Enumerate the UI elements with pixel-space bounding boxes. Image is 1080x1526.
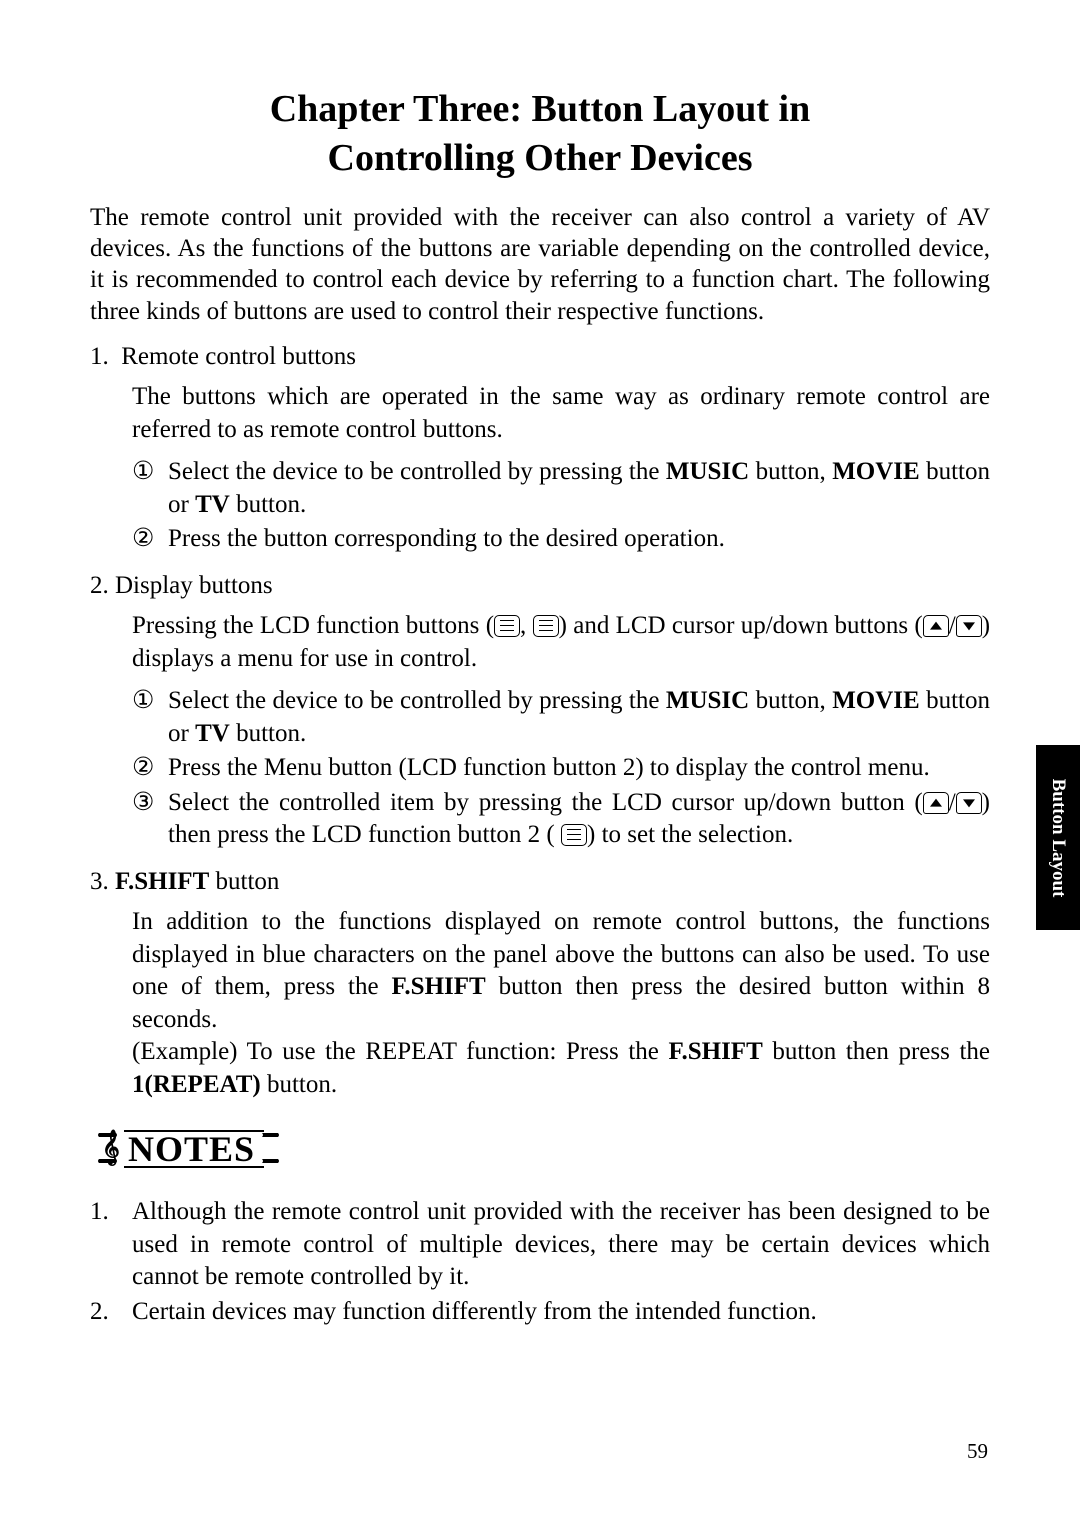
- intro-paragraph: The remote control unit provided with th…: [90, 202, 990, 327]
- t: ,: [520, 612, 533, 639]
- t: button,: [749, 687, 832, 714]
- lcd-function-icon: [533, 615, 559, 637]
- section-1-step-2: ② Press the button corresponding to the …: [132, 523, 990, 556]
- section-3-heading: 3. F.SHIFT button: [90, 866, 990, 899]
- t: ) to set the selection.: [587, 821, 793, 848]
- t: button: [209, 868, 279, 895]
- section-fshift-button: 3. F.SHIFT button In addition to the fun…: [90, 866, 990, 1102]
- music-label: MUSIC: [666, 458, 749, 485]
- t: button.: [230, 720, 306, 747]
- section-3-num: 3.: [90, 868, 109, 895]
- section-2-body: Pressing the LCD function buttons (, ) a…: [90, 610, 990, 675]
- section-1-num: 1.: [90, 343, 109, 370]
- chapter-title: Chapter Three: Button Layout in Controll…: [90, 85, 990, 184]
- section-1-heading: 1. Remote control buttons: [90, 341, 990, 374]
- cursor-down-icon: [956, 615, 982, 637]
- t: ) and LCD cursor up/down buttons (: [559, 612, 923, 639]
- t: Select the device to be controlled by pr…: [168, 687, 666, 714]
- t: /: [949, 789, 956, 816]
- section-2-label: Display buttons: [115, 572, 273, 599]
- circled-1: ①: [132, 456, 168, 521]
- fshift-label: F.SHIFT: [391, 973, 485, 1000]
- t: button then press the: [763, 1038, 990, 1065]
- t: Pressing the LCD function buttons (: [132, 612, 494, 639]
- notes-icon: 𝄞 NOTES: [94, 1117, 284, 1179]
- fshift-label: F.SHIFT: [669, 1038, 763, 1065]
- section-remote-control-buttons: 1. Remote control buttons The buttons wh…: [90, 341, 990, 556]
- circled-3: ③: [132, 787, 168, 852]
- circled-1: ①: [132, 685, 168, 750]
- step-text: Select the device to be controlled by pr…: [168, 456, 990, 521]
- svg-text:𝄞: 𝄞: [102, 1129, 120, 1167]
- t: (Example) To use the REPEAT function: Pr…: [132, 1038, 669, 1065]
- svg-text:NOTES: NOTES: [128, 1129, 255, 1169]
- lcd-function-icon: [561, 824, 587, 846]
- movie-label: MOVIE: [832, 687, 920, 714]
- section-1-steps: ① Select the device to be controlled by …: [90, 456, 990, 556]
- notes-heading: 𝄞 NOTES: [90, 1117, 990, 1184]
- cursor-down-icon: [956, 792, 982, 814]
- music-label: MUSIC: [666, 687, 749, 714]
- section-display-buttons: 2. Display buttons Pressing the LCD func…: [90, 570, 990, 852]
- section-1-step-1: ① Select the device to be controlled by …: [132, 456, 990, 521]
- step-text: Select the device to be controlled by pr…: [168, 685, 990, 750]
- t: Select the device to be controlled by pr…: [168, 458, 666, 485]
- t: Select the controlled item by pressing t…: [168, 789, 923, 816]
- side-tab-label: Button Layout: [1047, 778, 1069, 897]
- section-2-step-2: ② Press the Menu button (LCD function bu…: [132, 752, 990, 785]
- section-2-num: 2.: [90, 572, 109, 599]
- step-text: Press the button corresponding to the de…: [168, 523, 990, 556]
- note-1-text: Although the remote control unit provide…: [132, 1196, 990, 1294]
- title-line-2: Controlling Other Devices: [328, 137, 753, 179]
- tv-label: TV: [195, 720, 230, 747]
- t: button.: [230, 491, 306, 518]
- cursor-up-icon: [923, 792, 949, 814]
- cursor-up-icon: [923, 615, 949, 637]
- side-tab: Button Layout: [1036, 745, 1080, 930]
- note-1: 1. Although the remote control unit prov…: [90, 1196, 990, 1294]
- t: /: [949, 612, 956, 639]
- note-2: 2. Certain devices may function differen…: [90, 1296, 990, 1329]
- note-2-num: 2.: [90, 1296, 132, 1329]
- t: button,: [749, 458, 832, 485]
- section-2-step-3: ③ Select the controlled item by pressing…: [132, 787, 990, 852]
- title-line-1: Chapter Three: Button Layout in: [270, 88, 811, 130]
- fshift-label: F.SHIFT: [115, 868, 209, 895]
- movie-label: MOVIE: [832, 458, 920, 485]
- circled-2: ②: [132, 523, 168, 556]
- section-1-label: Remote control buttons: [121, 343, 356, 370]
- repeat-label: 1(REPEAT): [132, 1071, 261, 1098]
- circled-2: ②: [132, 752, 168, 785]
- section-3-body-1: In addition to the functions displayed o…: [90, 906, 990, 1036]
- tv-label: TV: [195, 491, 230, 518]
- section-3-body-2: (Example) To use the REPEAT function: Pr…: [90, 1036, 990, 1101]
- section-2-heading: 2. Display buttons: [90, 570, 990, 603]
- step-text: Select the controlled item by pressing t…: [168, 787, 990, 852]
- step-text: Press the Menu button (LCD function butt…: [168, 752, 990, 785]
- section-2-step-1: ① Select the device to be controlled by …: [132, 685, 990, 750]
- t: button.: [261, 1071, 337, 1098]
- lcd-function-icon: [494, 615, 520, 637]
- section-2-steps: ① Select the device to be controlled by …: [90, 685, 990, 852]
- note-1-num: 1.: [90, 1196, 132, 1294]
- note-2-text: Certain devices may function differently…: [132, 1296, 990, 1329]
- page-number: 59: [967, 1439, 988, 1464]
- section-1-body: The buttons which are operated in the sa…: [90, 381, 990, 446]
